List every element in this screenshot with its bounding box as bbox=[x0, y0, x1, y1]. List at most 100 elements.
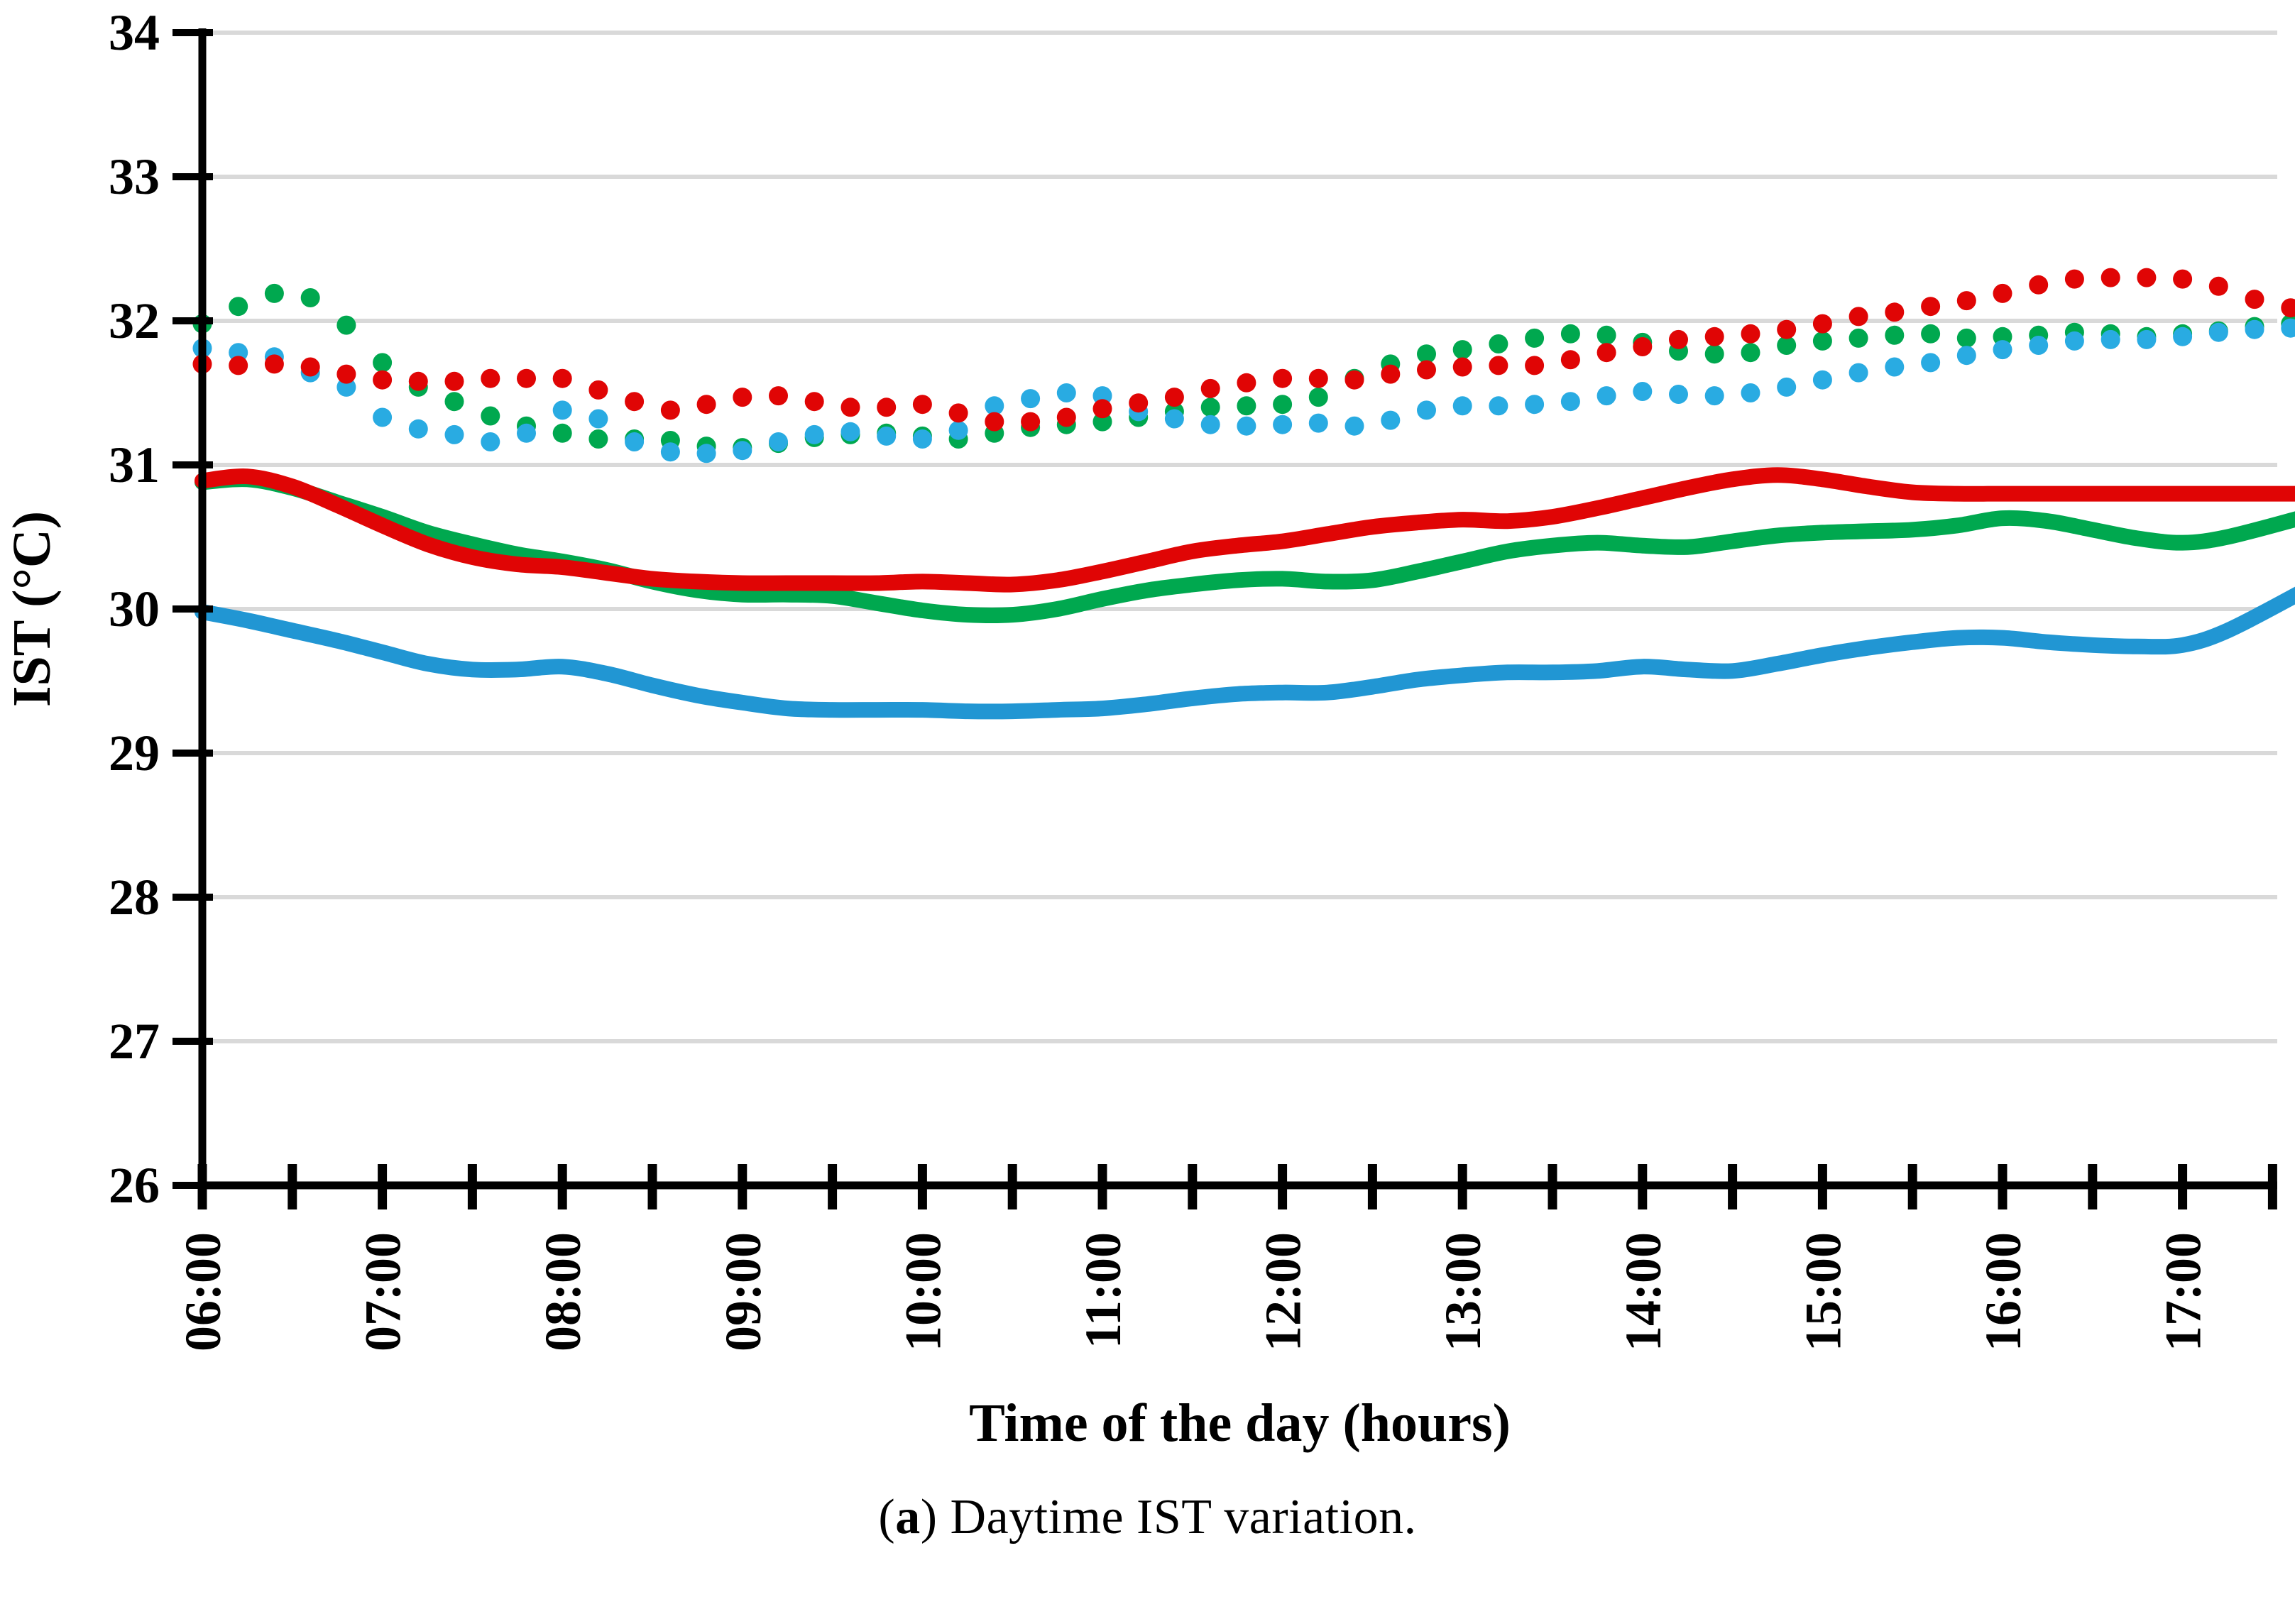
data-dot-red-dotted bbox=[1344, 370, 1364, 390]
data-dot-red-dotted bbox=[2064, 269, 2084, 289]
data-dot-green-dotted bbox=[1489, 334, 1508, 353]
data-dot-red-dotted bbox=[481, 368, 500, 388]
x-tick-label: 15:00 bbox=[1795, 1232, 1851, 1351]
y-tick-label: 26 bbox=[109, 1157, 160, 1214]
data-dot-red-dotted bbox=[1704, 327, 1724, 346]
data-dot-red-dotted bbox=[804, 392, 824, 412]
data-dot-red-dotted bbox=[336, 364, 356, 384]
data-dot-blue-dotted bbox=[877, 426, 897, 446]
data-dot-red-dotted bbox=[1741, 324, 1760, 344]
x-tick-label: 11:00 bbox=[1075, 1232, 1132, 1349]
x-tick-label: 13:00 bbox=[1435, 1232, 1491, 1351]
x-tick-label: 14:00 bbox=[1615, 1232, 1672, 1351]
data-dot-red-dotted bbox=[264, 354, 284, 374]
data-dot-green-dotted bbox=[1417, 344, 1436, 364]
data-dot-red-dotted bbox=[1525, 356, 1545, 375]
data-dot-green-dotted bbox=[481, 406, 500, 426]
series-red-solid bbox=[195, 467, 2295, 593]
data-dot-blue-dotted bbox=[1056, 383, 1076, 402]
data-dot-red-dotted bbox=[769, 386, 788, 406]
data-dot-blue-dotted bbox=[804, 424, 824, 444]
data-dot-blue-dotted bbox=[1669, 385, 1688, 404]
x-tick-label: 06:00 bbox=[175, 1232, 231, 1351]
data-dot-blue-dotted bbox=[625, 432, 645, 451]
data-dot-blue-dotted bbox=[1812, 370, 1832, 390]
data-dot-red-dotted bbox=[1848, 307, 1868, 327]
data-dot-red-dotted bbox=[2173, 269, 2193, 289]
data-dot-red-dotted bbox=[1489, 356, 1508, 375]
data-dot-blue-dotted bbox=[1452, 396, 1472, 416]
data-dot-blue-dotted bbox=[912, 429, 932, 449]
y-tick-label: 28 bbox=[109, 869, 160, 926]
data-dot-green-dotted bbox=[1885, 325, 1905, 345]
data-dot-blue-dotted bbox=[1273, 415, 1293, 434]
data-dot-blue-dotted bbox=[2137, 329, 2157, 349]
data-dot-blue-dotted bbox=[1489, 396, 1508, 416]
y-tick-label: 30 bbox=[109, 581, 160, 637]
data-dot-blue-dotted bbox=[444, 424, 464, 444]
data-dot-blue-dotted bbox=[1344, 416, 1364, 436]
data-dot-red-dotted bbox=[877, 397, 897, 417]
data-dot-red-dotted bbox=[588, 380, 608, 400]
data-dot-red-dotted bbox=[696, 395, 716, 415]
data-dot-red-dotted bbox=[1164, 388, 1184, 407]
data-dot-red-dotted bbox=[373, 370, 393, 390]
data-dot-blue-dotted bbox=[733, 441, 752, 461]
data-dot-green-dotted bbox=[229, 297, 248, 317]
data-dot-red-dotted bbox=[1200, 378, 1220, 398]
data-dot-blue-dotted bbox=[408, 419, 428, 439]
y-axis-title: IST (°C) bbox=[2, 511, 62, 707]
data-dot-blue-dotted bbox=[1921, 353, 1941, 373]
data-dot-blue-dotted bbox=[373, 407, 393, 427]
data-dot-green-dotted bbox=[588, 429, 608, 449]
y-tick-label: 33 bbox=[109, 148, 160, 205]
chart-canvas: 26 27 28 29 30 31 32 33 34 06:00 07:00 08:00 09:00 10… bbox=[2, 4, 2295, 1453]
x-tick-label: 12:00 bbox=[1255, 1232, 1312, 1351]
data-dot-green-dotted bbox=[336, 315, 356, 335]
data-dot-green-dotted bbox=[1560, 324, 1580, 344]
data-dot-red-dotted bbox=[444, 371, 464, 391]
data-dot-blue-dotted bbox=[2029, 336, 2049, 355]
data-dot-red-dotted bbox=[1596, 343, 1616, 363]
data-dot-red-dotted bbox=[1237, 373, 1256, 393]
data-dot-green-dotted bbox=[373, 353, 393, 373]
data-dot-red-dotted bbox=[1777, 319, 1797, 339]
data-dot-blue-dotted bbox=[588, 409, 608, 429]
figure-caption: (a) Daytime IST variation. bbox=[0, 1489, 2295, 1546]
data-dot-green-dotted bbox=[1848, 328, 1868, 348]
data-dot-red-dotted bbox=[1092, 399, 1112, 419]
data-dot-red-dotted bbox=[2245, 290, 2264, 309]
data-dot-blue-dotted bbox=[2208, 322, 2228, 342]
data-dot-blue-dotted bbox=[2173, 327, 2193, 346]
data-dot-green-dotted bbox=[444, 392, 464, 412]
data-dot-red-dotted bbox=[1417, 360, 1436, 380]
series-red-dotted bbox=[192, 268, 2295, 432]
data-dot-blue-dotted bbox=[517, 423, 536, 443]
data-dot-red-dotted bbox=[552, 368, 572, 388]
series-blue-dotted bbox=[192, 318, 2295, 463]
data-dot-red-dotted bbox=[408, 371, 428, 391]
data-dot-blue-dotted bbox=[985, 396, 1004, 416]
data-dot-green-dotted bbox=[1704, 344, 1724, 364]
x-axis-title: Time of the day (hours) bbox=[969, 1393, 1511, 1453]
data-dot-red-dotted bbox=[300, 357, 320, 377]
data-dot-blue-dotted bbox=[1633, 382, 1653, 401]
data-dot-red-dotted bbox=[985, 412, 1004, 432]
data-dot-red-dotted bbox=[1993, 283, 2012, 303]
data-dot-red-dotted bbox=[1381, 364, 1401, 384]
data-dot-blue-dotted bbox=[1381, 410, 1401, 430]
data-dot-red-dotted bbox=[733, 388, 752, 407]
data-dot-blue-dotted bbox=[1237, 416, 1256, 436]
data-dot-blue-dotted bbox=[1741, 383, 1760, 402]
data-dot-blue-dotted bbox=[1777, 377, 1797, 397]
data-dot-red-dotted bbox=[1885, 302, 1905, 322]
data-dot-green-dotted bbox=[1237, 396, 1256, 416]
data-dot-red-dotted bbox=[1021, 412, 1041, 432]
data-dot-green-dotted bbox=[1273, 395, 1293, 415]
data-dot-green-dotted bbox=[1812, 331, 1832, 351]
data-dot-red-dotted bbox=[1560, 350, 1580, 370]
data-dot-blue-dotted bbox=[1848, 363, 1868, 383]
x-tick-label: 17:00 bbox=[2155, 1232, 2212, 1351]
series-green-solid bbox=[195, 471, 2295, 623]
data-dot-blue-dotted bbox=[948, 420, 968, 440]
